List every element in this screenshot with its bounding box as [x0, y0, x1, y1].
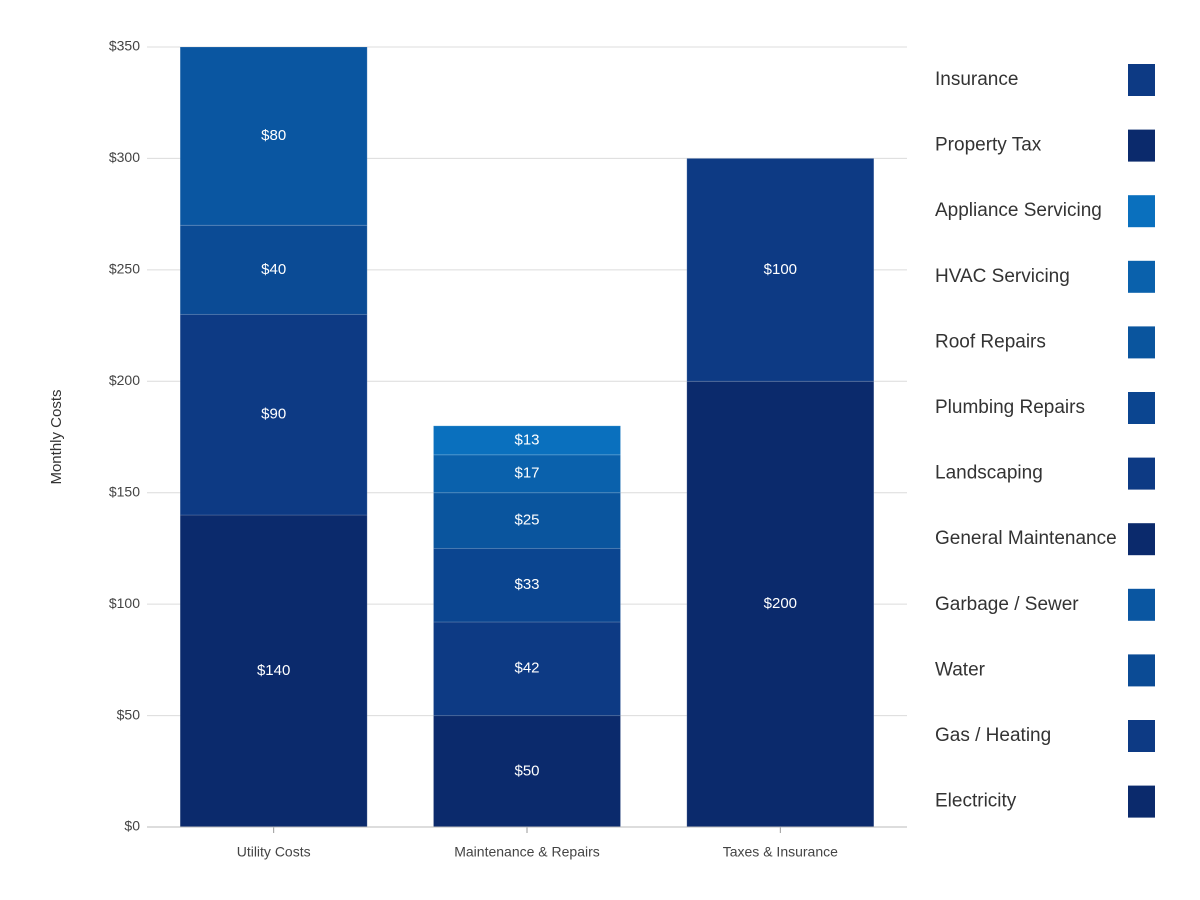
- bar-segment: [433, 492, 621, 549]
- legend-swatch: [1128, 129, 1155, 162]
- legend-label: Property Tax: [935, 135, 1042, 156]
- legend-swatch: [1128, 260, 1155, 293]
- x-tick-label: Taxes & Insurance: [723, 844, 838, 860]
- legend-label: Water: [935, 659, 986, 680]
- legend-label: Garbage / Sewer: [935, 594, 1079, 615]
- data-label: $42: [514, 660, 539, 677]
- legend-swatch: [1128, 392, 1155, 424]
- y-tick-label: $100: [109, 595, 140, 611]
- bar-segment: [686, 157, 875, 382]
- legend-label: Gas / Heating: [935, 725, 1051, 746]
- bar-segment: [433, 454, 621, 494]
- bar-segment: [179, 514, 368, 828]
- y-tick-label: $250: [109, 261, 140, 277]
- x-tick-label: Maintenance & Repairs: [454, 844, 600, 860]
- legend-label: Landscaping: [935, 463, 1043, 484]
- y-tick-label: $200: [109, 372, 140, 388]
- bar-segment: [433, 547, 621, 623]
- legend-label: Electricity: [935, 791, 1017, 812]
- bar-segment: [686, 380, 875, 828]
- y-tick-label: $0: [124, 818, 140, 834]
- bar-segment: [433, 425, 621, 456]
- y-tick-label: $50: [117, 706, 141, 722]
- legend-swatch: [1128, 588, 1155, 621]
- bar-segment: [433, 621, 621, 717]
- legend-label: Insurance: [935, 69, 1018, 90]
- bar-segment: [179, 224, 368, 315]
- data-label: $25: [514, 512, 539, 529]
- legend-swatch: [1128, 195, 1155, 228]
- y-tick-label: $350: [109, 38, 140, 54]
- legend-swatch: [1128, 326, 1155, 359]
- data-label: $13: [514, 431, 539, 448]
- data-label: $200: [764, 595, 797, 612]
- y-tick-label: $150: [109, 483, 140, 499]
- data-label: $140: [257, 662, 290, 679]
- legend-label: General Maintenance: [935, 528, 1117, 549]
- legend-swatch: [1128, 654, 1155, 687]
- legend-swatch: [1128, 64, 1155, 96]
- x-tick-label: Utility Costs: [237, 844, 311, 860]
- data-label: $80: [261, 127, 286, 144]
- legend-swatch: [1128, 457, 1155, 490]
- data-label: $17: [514, 465, 539, 482]
- legend-label: HVAC Servicing: [935, 266, 1070, 287]
- data-label: $100: [764, 261, 797, 278]
- legend-swatch: [1128, 720, 1155, 752]
- bar-segment: [179, 313, 368, 516]
- bar-segment: [433, 715, 621, 828]
- data-label: $50: [514, 762, 539, 779]
- legend-label: Plumbing Repairs: [935, 397, 1085, 418]
- y-axis-label: Monthly Costs: [48, 389, 65, 484]
- legend-swatch: [1128, 785, 1155, 818]
- data-label: $33: [514, 576, 539, 593]
- legend-label: Roof Repairs: [935, 331, 1046, 352]
- data-label: $40: [261, 261, 286, 278]
- legend-label: Appliance Servicing: [935, 200, 1102, 221]
- data-label: $90: [261, 406, 286, 423]
- legend-swatch: [1128, 523, 1155, 556]
- y-tick-label: $300: [109, 149, 140, 165]
- bar-segment: [179, 46, 368, 226]
